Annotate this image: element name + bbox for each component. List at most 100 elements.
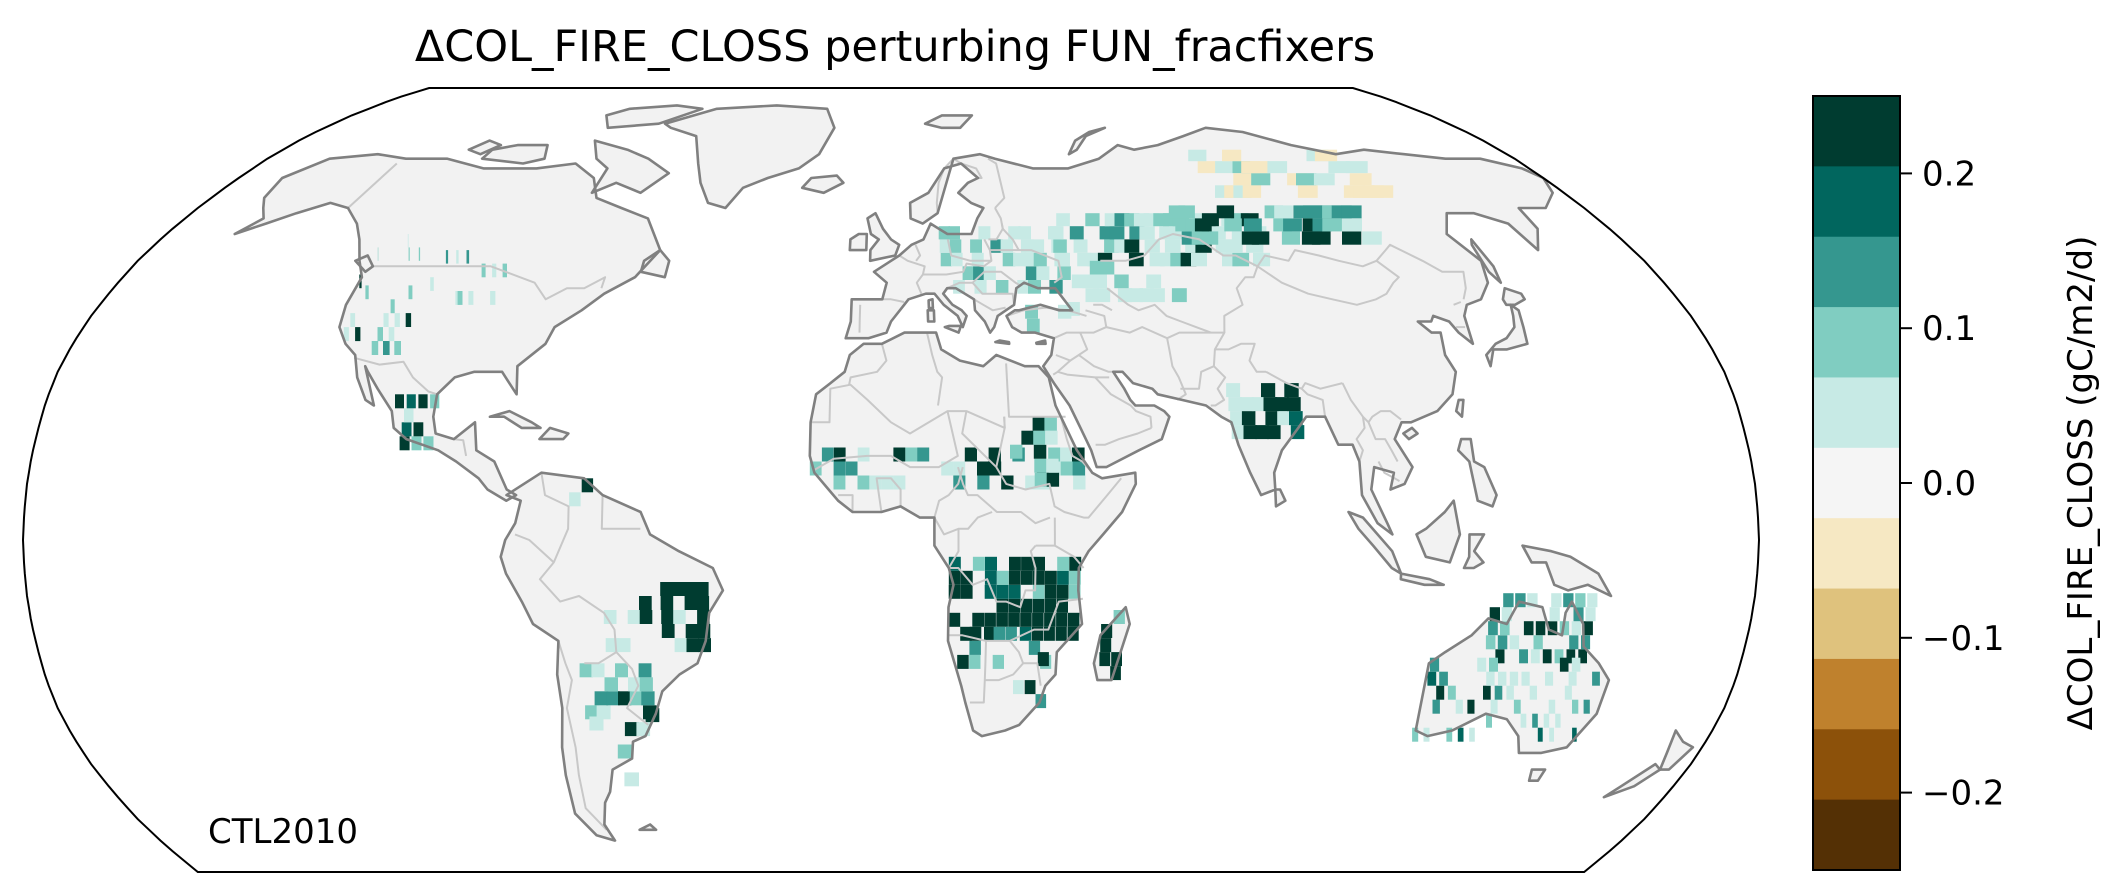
anomaly-cell — [1085, 288, 1100, 303]
anomaly-cell — [1571, 657, 1581, 672]
colorbar-segment — [1813, 447, 1900, 519]
anomaly-cell — [594, 691, 609, 706]
anomaly-cell — [1572, 699, 1579, 714]
anomaly-cell — [1043, 626, 1055, 641]
anomaly-cell — [1002, 252, 1016, 267]
country-border — [1053, 309, 1108, 340]
anomaly-cell — [969, 626, 982, 641]
anomaly-cell — [985, 556, 997, 571]
anomaly-cell — [1572, 727, 1577, 742]
anomaly-cell — [1506, 685, 1514, 700]
country-border — [1078, 354, 1114, 373]
uk-coastline — [866, 211, 901, 263]
anomaly-cell — [581, 478, 594, 493]
anomaly-cell — [1297, 185, 1318, 198]
anomaly-cell — [696, 596, 710, 610]
country-border — [989, 249, 1063, 284]
anomaly-cell — [1489, 607, 1500, 622]
anomaly-cell — [996, 584, 1009, 599]
anomaly-cell — [383, 341, 390, 355]
new-zealand-n-land — [1660, 730, 1693, 770]
anomaly-cell — [660, 582, 673, 596]
country-border — [810, 383, 1006, 435]
philippines-land — [1458, 439, 1497, 507]
country-border — [987, 157, 1006, 209]
anomaly-cell — [457, 291, 463, 305]
anomaly-cell — [1587, 593, 1598, 608]
anomaly-cell — [984, 584, 997, 599]
anomaly-cell — [596, 705, 611, 720]
anomaly-cell — [627, 610, 641, 624]
country-border — [1106, 287, 1212, 334]
anomaly-cell — [673, 610, 686, 624]
anomaly-cell — [1341, 218, 1362, 232]
anomaly-cell — [1564, 685, 1572, 700]
anomaly-cell — [1530, 649, 1540, 664]
anomaly-cell — [661, 610, 674, 624]
sumatra-land — [1348, 512, 1402, 574]
new-zealand-n-coastline — [1658, 729, 1695, 771]
country-border — [1093, 303, 1113, 312]
anomaly-cell — [603, 610, 617, 624]
sardinia-coastline — [926, 309, 936, 323]
anomaly-cell — [1082, 274, 1097, 289]
australia-coastline — [1414, 600, 1611, 755]
anomaly-cell — [615, 663, 628, 678]
anomaly-cell — [1109, 226, 1125, 240]
anomaly-cell — [1089, 260, 1104, 275]
anomaly-cell — [1495, 649, 1505, 664]
anomaly-cell — [1583, 621, 1593, 636]
philippines-coastline — [1456, 437, 1498, 508]
anomaly-cell — [1592, 671, 1600, 686]
anomaly-cell — [962, 266, 975, 280]
anomaly-cell — [1563, 593, 1574, 608]
anomaly-cell — [468, 291, 474, 305]
anomaly-cell — [983, 266, 996, 280]
anomaly-cell — [964, 447, 977, 462]
anomaly-cell — [974, 280, 987, 294]
country-border — [984, 662, 1024, 682]
anomaly-cell — [1501, 607, 1512, 622]
anomaly-cell — [1071, 274, 1086, 289]
anomaly-cell — [973, 266, 986, 280]
anomaly-cell — [1018, 226, 1031, 240]
anomaly-cell — [1455, 699, 1463, 714]
anomaly-cell — [992, 654, 1004, 669]
country-border — [353, 356, 438, 396]
country-border — [1377, 461, 1400, 482]
vancouver-coastline — [354, 254, 375, 274]
anomaly-cell — [1073, 239, 1088, 253]
anomaly-cell — [993, 626, 1006, 641]
anomaly-cell — [821, 447, 834, 462]
north-america-land — [234, 154, 661, 501]
new-guinea-land — [1522, 545, 1611, 596]
country-border — [946, 238, 993, 262]
anomaly-cell — [1005, 626, 1017, 641]
anomaly-cell — [408, 247, 410, 261]
anomaly-cell — [639, 610, 653, 624]
country-border — [347, 162, 398, 209]
hokkaido-land — [1502, 288, 1525, 305]
anomaly-cell — [953, 280, 965, 294]
anomaly-cell — [1296, 173, 1317, 186]
anomaly-cell — [1048, 447, 1061, 462]
iceland-land — [802, 175, 844, 193]
anomaly-cell — [1498, 671, 1507, 686]
japan-land — [1486, 304, 1528, 367]
anomaly-cell — [399, 436, 410, 451]
anomaly-cell — [1023, 252, 1037, 267]
africa-coastline — [808, 331, 1138, 738]
anomaly-cell — [1033, 252, 1047, 267]
anomaly-cell — [1490, 699, 1498, 714]
anomaly-cell — [1060, 447, 1073, 462]
anomaly-cell — [1585, 607, 1596, 622]
anomaly-cell — [661, 624, 675, 638]
south-america-coastline — [499, 471, 725, 842]
anomaly-cell — [972, 612, 984, 627]
anomaly-cell — [624, 772, 639, 787]
anomaly-cell — [660, 596, 674, 610]
anomaly-cell — [1188, 149, 1207, 162]
anomaly-cell — [1549, 727, 1554, 742]
anomaly-cell — [1283, 218, 1302, 232]
anomaly-cell — [684, 582, 697, 596]
